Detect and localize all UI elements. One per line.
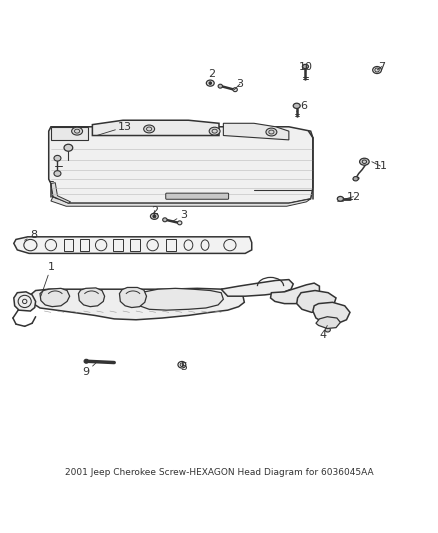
Ellipse shape	[325, 328, 330, 332]
Text: 5: 5	[180, 362, 187, 372]
Ellipse shape	[64, 144, 73, 151]
Polygon shape	[271, 283, 319, 304]
Ellipse shape	[206, 80, 214, 86]
Polygon shape	[30, 288, 244, 320]
Ellipse shape	[266, 128, 277, 136]
Bar	[80, 239, 89, 251]
Polygon shape	[137, 288, 223, 310]
Polygon shape	[297, 290, 336, 312]
Ellipse shape	[360, 158, 369, 165]
Ellipse shape	[293, 103, 300, 108]
Text: 2: 2	[208, 69, 215, 83]
Polygon shape	[51, 197, 311, 206]
Ellipse shape	[150, 213, 158, 220]
Ellipse shape	[84, 359, 88, 363]
Text: 10: 10	[299, 61, 313, 74]
Text: 9: 9	[83, 362, 97, 377]
Text: 11: 11	[372, 161, 388, 171]
Polygon shape	[92, 120, 219, 135]
Text: 1: 1	[41, 262, 54, 296]
Text: 7: 7	[377, 61, 385, 71]
Ellipse shape	[54, 156, 61, 161]
Ellipse shape	[209, 127, 220, 135]
Ellipse shape	[177, 221, 182, 225]
Ellipse shape	[54, 171, 61, 176]
Ellipse shape	[72, 127, 82, 135]
Ellipse shape	[337, 197, 343, 201]
Text: 8: 8	[25, 230, 37, 240]
Polygon shape	[40, 288, 70, 306]
Ellipse shape	[209, 82, 212, 84]
Text: 13: 13	[97, 122, 132, 135]
Text: 6: 6	[297, 101, 307, 111]
Bar	[64, 239, 73, 251]
Ellipse shape	[144, 125, 155, 133]
Bar	[113, 239, 123, 251]
Polygon shape	[14, 237, 252, 253]
Polygon shape	[221, 280, 293, 296]
Polygon shape	[49, 127, 313, 203]
Text: 2001 Jeep Cherokee Screw-HEXAGON Head Diagram for 6036045AA: 2001 Jeep Cherokee Screw-HEXAGON Head Di…	[65, 468, 373, 477]
Text: 3: 3	[234, 79, 244, 90]
Ellipse shape	[162, 218, 167, 222]
Polygon shape	[223, 123, 289, 140]
Polygon shape	[14, 292, 35, 311]
Ellipse shape	[302, 64, 308, 69]
Bar	[131, 239, 140, 251]
Text: 2: 2	[151, 206, 158, 216]
Text: 12: 12	[346, 192, 360, 201]
Text: 3: 3	[172, 210, 187, 222]
Bar	[166, 239, 176, 251]
Polygon shape	[78, 288, 105, 306]
Polygon shape	[51, 127, 88, 140]
FancyBboxPatch shape	[166, 193, 229, 199]
Polygon shape	[120, 287, 147, 308]
Text: 4: 4	[319, 326, 327, 341]
Polygon shape	[316, 317, 340, 328]
Polygon shape	[313, 302, 350, 324]
Ellipse shape	[218, 84, 223, 88]
Ellipse shape	[153, 215, 156, 218]
Ellipse shape	[353, 176, 358, 181]
Polygon shape	[51, 183, 71, 203]
Ellipse shape	[373, 67, 381, 74]
Ellipse shape	[233, 88, 237, 92]
